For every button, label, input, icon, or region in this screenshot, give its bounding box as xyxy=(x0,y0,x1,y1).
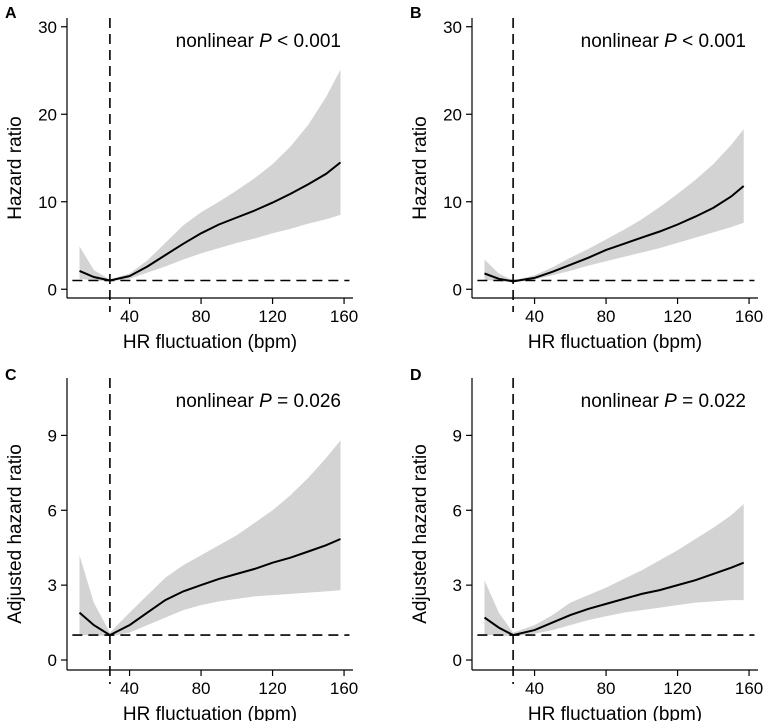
panel-letter: C xyxy=(5,367,17,384)
confidence-band xyxy=(484,129,744,283)
annotation-prefix: nonlinear xyxy=(176,31,259,52)
y-axis-label: Adjusted hazard ratio xyxy=(410,444,431,624)
annotation-prefix: nonlinear xyxy=(581,391,664,412)
x-tick-label: 120 xyxy=(663,307,691,326)
annotation-p: P xyxy=(259,31,272,52)
annotation-text: nonlinear P = 0.026 xyxy=(176,391,341,412)
y-tick-label: 30 xyxy=(38,18,57,37)
x-axis-label: HR fluctuation (bpm) xyxy=(528,704,702,721)
y-tick-label: 9 xyxy=(453,426,462,445)
y-tick-label: 6 xyxy=(453,501,462,520)
annotation-value: = 0.026 xyxy=(272,391,341,412)
x-tick-label: 80 xyxy=(192,679,211,698)
y-tick-label: 10 xyxy=(443,193,462,212)
x-axis-label: HR fluctuation (bpm) xyxy=(123,332,297,353)
x-axis-label: HR fluctuation (bpm) xyxy=(528,332,702,353)
annotation-value: < 0.001 xyxy=(272,31,341,52)
x-tick-label: 40 xyxy=(120,679,139,698)
annotation-text: nonlinear P = 0.022 xyxy=(581,391,746,412)
y-axis-label: Hazard ratio xyxy=(5,116,26,220)
y-tick-label: 30 xyxy=(443,18,462,37)
x-tick-label: 80 xyxy=(597,679,616,698)
annotation-prefix: nonlinear xyxy=(176,391,259,412)
y-tick-label: 20 xyxy=(443,105,462,124)
x-tick-label: 120 xyxy=(663,679,691,698)
y-tick-label: 6 xyxy=(48,501,57,520)
y-tick-label: 9 xyxy=(48,426,57,445)
annotation-value: < 0.001 xyxy=(677,31,746,52)
annotation-value: = 0.022 xyxy=(677,391,746,412)
x-tick-label: 160 xyxy=(330,307,358,326)
panel-letter: B xyxy=(410,5,422,22)
hazard-curve xyxy=(79,161,342,282)
y-tick-label: 0 xyxy=(48,280,57,299)
x-tick-label: 160 xyxy=(330,679,358,698)
annotation-p: P xyxy=(664,391,677,412)
y-tick-label: 0 xyxy=(453,280,462,299)
panel-b: B 0 10 20 30 40 80 120 160 HR fluctuation (bpm) Ha… xyxy=(410,5,763,353)
panel-letter: A xyxy=(5,5,17,22)
y-tick-label: 20 xyxy=(38,105,57,124)
y-tick-label: 3 xyxy=(453,576,462,595)
confidence-band xyxy=(484,504,744,637)
hazard-curve xyxy=(78,538,341,637)
panel-c: C 0 3 6 9 40 80 120 160 HR fluctuation (bpm) Adjus… xyxy=(5,367,358,721)
x-tick-label: 120 xyxy=(258,307,286,326)
annotation-text: nonlinear P < 0.001 xyxy=(581,31,746,52)
confidence-band xyxy=(79,440,341,637)
panel-a: A 0 10 20 30 40 80 120 160 HR fluctuation (bpm) Ha… xyxy=(5,5,358,353)
y-axis-label: Hazard ratio xyxy=(410,116,431,220)
annotation-text: nonlinear P < 0.001 xyxy=(176,31,341,52)
annotation-prefix: nonlinear xyxy=(581,31,664,52)
annotation-p: P xyxy=(664,31,677,52)
x-tick-label: 80 xyxy=(597,307,616,326)
confidence-band xyxy=(79,69,341,282)
x-tick-label: 40 xyxy=(525,679,544,698)
x-tick-label: 120 xyxy=(258,679,286,698)
y-tick-label: 0 xyxy=(48,651,57,670)
y-tick-label: 3 xyxy=(48,576,57,595)
x-tick-label: 40 xyxy=(525,307,544,326)
x-tick-label: 160 xyxy=(735,679,763,698)
panel-letter: D xyxy=(410,367,422,384)
y-axis-label: Adjusted hazard ratio xyxy=(5,444,26,624)
x-axis-label: HR fluctuation (bpm) xyxy=(123,704,297,721)
y-tick-label: 0 xyxy=(453,651,462,670)
x-tick-label: 80 xyxy=(192,307,211,326)
y-tick-label: 10 xyxy=(38,193,57,212)
x-tick-label: 160 xyxy=(735,307,763,326)
annotation-p: P xyxy=(259,391,272,412)
hazard-curve xyxy=(484,185,745,283)
panel-d: D 0 3 6 9 40 80 120 160 HR fluctuation (bpm) Adjus… xyxy=(410,367,763,721)
hazard-curve xyxy=(483,561,745,637)
x-tick-label: 40 xyxy=(120,307,139,326)
